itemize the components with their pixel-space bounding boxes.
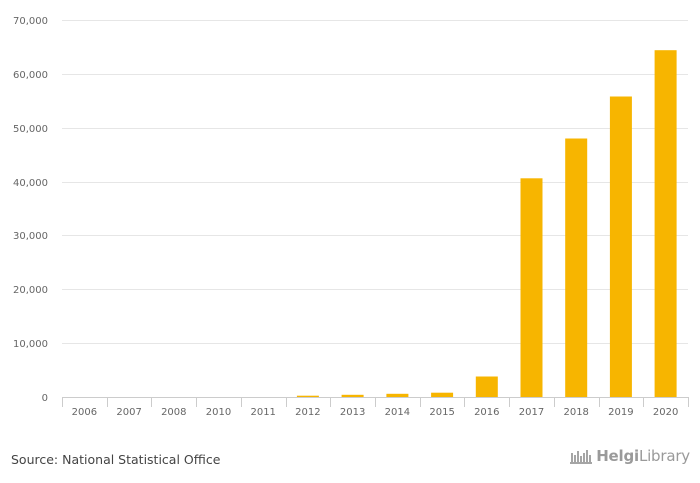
bar-2020[interactable] bbox=[654, 50, 677, 397]
x-tick-label: 2010 bbox=[206, 407, 231, 418]
y-tick-label: 60,000 bbox=[13, 70, 48, 81]
chart-footer: Source: National Statistical Office Helg… bbox=[0, 444, 700, 474]
x-tick-label: 2006 bbox=[72, 407, 97, 418]
bar-2012[interactable] bbox=[296, 395, 319, 397]
y-tick-label: 50,000 bbox=[13, 124, 48, 135]
x-tick-label: 2011 bbox=[250, 407, 275, 418]
bar-2014[interactable] bbox=[386, 393, 409, 397]
bar-2017[interactable] bbox=[520, 178, 543, 397]
x-tick-label: 2016 bbox=[474, 407, 499, 418]
y-axis: 0 10,000 20,000 30,000 40,000 50,000 60,000 70,… bbox=[13, 16, 48, 404]
y-tick-label: 40,000 bbox=[13, 178, 48, 189]
library-icon bbox=[570, 450, 593, 464]
logo-text-bold: Helgi bbox=[596, 447, 639, 465]
bar-2018[interactable] bbox=[565, 138, 588, 398]
bar-2016[interactable] bbox=[475, 376, 498, 398]
x-tick-label: 2015 bbox=[429, 407, 454, 418]
source-note: Source: National Statistical Office bbox=[11, 452, 221, 467]
bars bbox=[296, 50, 677, 398]
y-tick-label: 30,000 bbox=[13, 231, 48, 242]
x-tick-label: 2017 bbox=[519, 407, 544, 418]
x-tick-label: 2018 bbox=[563, 407, 588, 418]
helgi-library-logo[interactable]: HelgiLibrary bbox=[569, 447, 690, 465]
bar-2013[interactable] bbox=[341, 394, 364, 397]
logo-text-light: Library bbox=[638, 447, 690, 465]
y-tick-label: 0 bbox=[42, 393, 48, 404]
x-tick-label: 2007 bbox=[116, 407, 141, 418]
x-axis: 2006 2007 2008 2010 2011 2012 2013 2014 2015 2016… bbox=[62, 397, 689, 418]
y-tick-label: 20,000 bbox=[13, 285, 48, 296]
y-tick-label: 10,000 bbox=[13, 339, 48, 350]
logo-text: HelgiLibrary bbox=[596, 447, 690, 465]
bar-2019[interactable] bbox=[609, 96, 632, 398]
x-tick-label: 2014 bbox=[385, 407, 410, 418]
x-tick-label: 2012 bbox=[295, 407, 320, 418]
x-tick-label: 2013 bbox=[340, 407, 365, 418]
bar-2015[interactable] bbox=[431, 392, 454, 397]
bar-chart: 0 10,000 20,000 30,000 40,000 50,000 60,000 70,… bbox=[13, 16, 689, 418]
y-tick-label: 70,000 bbox=[13, 16, 48, 27]
gridlines bbox=[62, 20, 688, 344]
x-tick-label: 2008 bbox=[161, 407, 186, 418]
x-tick-label: 2019 bbox=[608, 407, 633, 418]
x-tick-label: 2020 bbox=[653, 407, 678, 418]
